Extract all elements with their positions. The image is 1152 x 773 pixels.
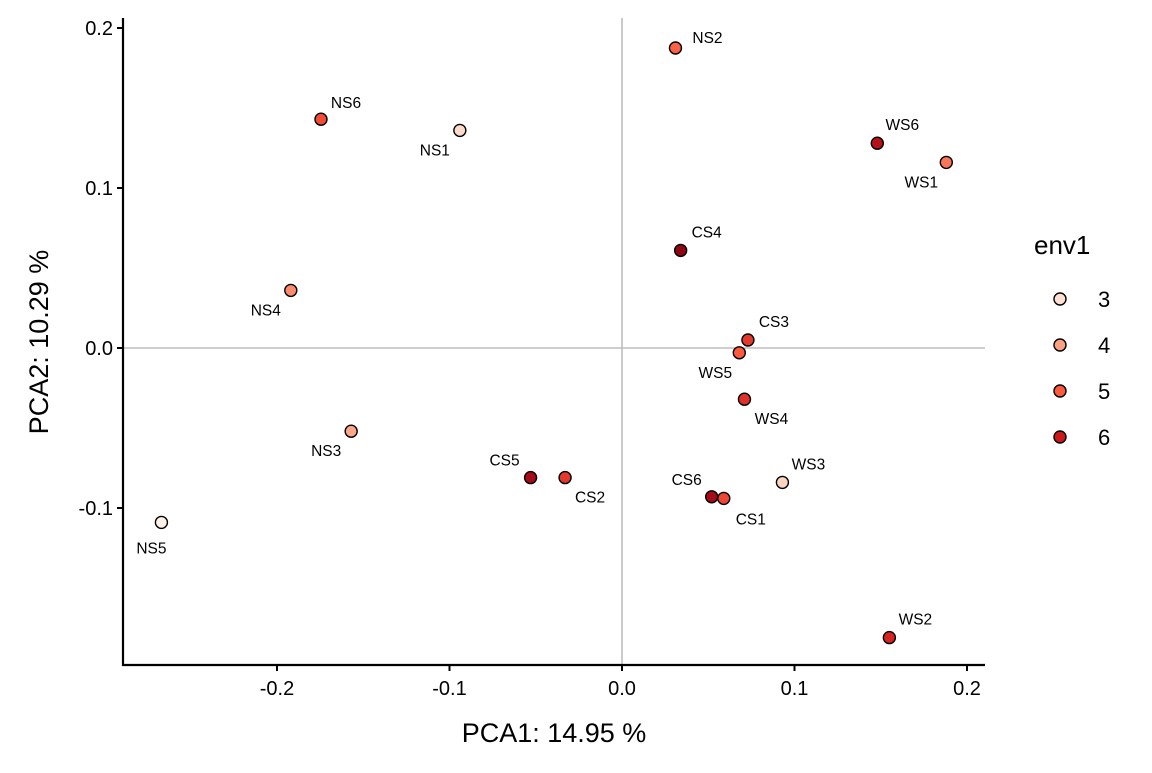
point-marker <box>154 515 169 530</box>
point-label: WS1 <box>905 174 939 191</box>
data-point-cs3: CS3 <box>741 314 789 347</box>
points-layer: NS2 NS6 NS1 WS6 WS1 CS4 NS4 CS3 WS5 WS4 NS3 CS5 CS2 C… <box>136 30 953 645</box>
data-point-ns4: NS4 <box>251 283 298 319</box>
point-label: NS1 <box>420 142 450 159</box>
x-tick-label: -0.1 <box>432 678 466 700</box>
point-label: NS5 <box>136 540 166 557</box>
legend-key <box>1053 384 1067 398</box>
data-point-cs6: CS6 <box>672 472 719 504</box>
point-marker <box>705 490 719 504</box>
legend-key <box>1053 292 1067 306</box>
point-label: WS6 <box>886 117 920 134</box>
point-label: CS2 <box>575 490 605 507</box>
data-point-cs1: CS1 <box>717 491 766 528</box>
legend-label: 4 <box>1098 333 1110 358</box>
point-marker <box>284 283 298 298</box>
legend-key <box>1053 430 1067 444</box>
data-point-ws6: WS6 <box>870 117 920 150</box>
y-tick-label: 0.0 <box>85 338 113 360</box>
data-point-ns6: NS6 <box>314 95 361 126</box>
data-point-ws2: WS2 <box>882 612 933 645</box>
point-marker <box>453 123 467 138</box>
x-tick-label: 0.2 <box>953 678 981 700</box>
point-label: CS4 <box>692 224 723 241</box>
data-point-ns3: NS3 <box>311 424 358 460</box>
x-tick-label: -0.2 <box>260 678 294 700</box>
y-tick-label: 0.2 <box>85 18 113 40</box>
y-tick-label: 0.1 <box>85 178 113 200</box>
point-marker <box>314 112 328 126</box>
y-axis-title: PCA2: 10.29 % <box>24 250 54 435</box>
point-marker <box>344 424 358 438</box>
point-marker <box>673 243 688 258</box>
point-label: NS2 <box>692 30 722 47</box>
point-marker <box>558 470 572 485</box>
point-label: CS3 <box>759 314 789 331</box>
point-marker <box>775 475 790 490</box>
point-marker <box>882 630 897 645</box>
point-marker <box>732 346 746 360</box>
x-tick-label: 0.1 <box>781 678 809 700</box>
point-marker <box>939 155 953 170</box>
point-label: WS3 <box>792 456 826 473</box>
y-tick-label: -0.1 <box>79 498 113 520</box>
point-label: CS1 <box>736 511 766 528</box>
data-point-ns5: NS5 <box>136 515 169 557</box>
data-point-cs2: CS2 <box>558 470 605 507</box>
data-point-ns1: NS1 <box>420 123 467 159</box>
x-axis-title: PCA1: 14.95 % <box>462 718 647 748</box>
point-label: NS3 <box>311 443 341 460</box>
point-label: NS6 <box>331 95 361 112</box>
legend-key <box>1053 338 1067 352</box>
data-point-ws3: WS3 <box>775 456 826 490</box>
data-point-ws4: WS4 <box>737 392 789 428</box>
point-marker <box>717 491 731 506</box>
data-point-ns2: NS2 <box>668 30 723 55</box>
point-label: CS6 <box>672 472 702 489</box>
point-marker <box>870 136 884 150</box>
point-marker <box>741 333 755 347</box>
data-point-ws5: WS5 <box>699 346 746 382</box>
point-marker <box>523 470 538 485</box>
x-tick-label: 0.0 <box>608 678 636 700</box>
reference-lines <box>123 18 985 665</box>
point-label: NS4 <box>251 302 282 319</box>
point-label: WS5 <box>699 365 733 382</box>
point-marker <box>668 41 683 55</box>
legend-label: 6 <box>1098 425 1110 450</box>
point-label: WS2 <box>899 612 933 629</box>
data-point-cs5: CS5 <box>489 453 538 485</box>
legend-label: 5 <box>1098 379 1110 404</box>
point-marker <box>737 392 752 406</box>
point-label: WS4 <box>755 411 789 428</box>
legend-label: 3 <box>1098 287 1110 312</box>
legend-title: env1 <box>1034 230 1090 260</box>
data-point-ws1: WS1 <box>905 155 953 191</box>
data-point-cs4: CS4 <box>673 224 723 258</box>
axes: -0.2 -0.1 0.0 0.1 0.2 -0.1 0.0 0.1 0.2 <box>79 18 985 700</box>
point-label: CS5 <box>489 453 519 470</box>
legend: env1 3 4 5 6 <box>1034 230 1110 450</box>
